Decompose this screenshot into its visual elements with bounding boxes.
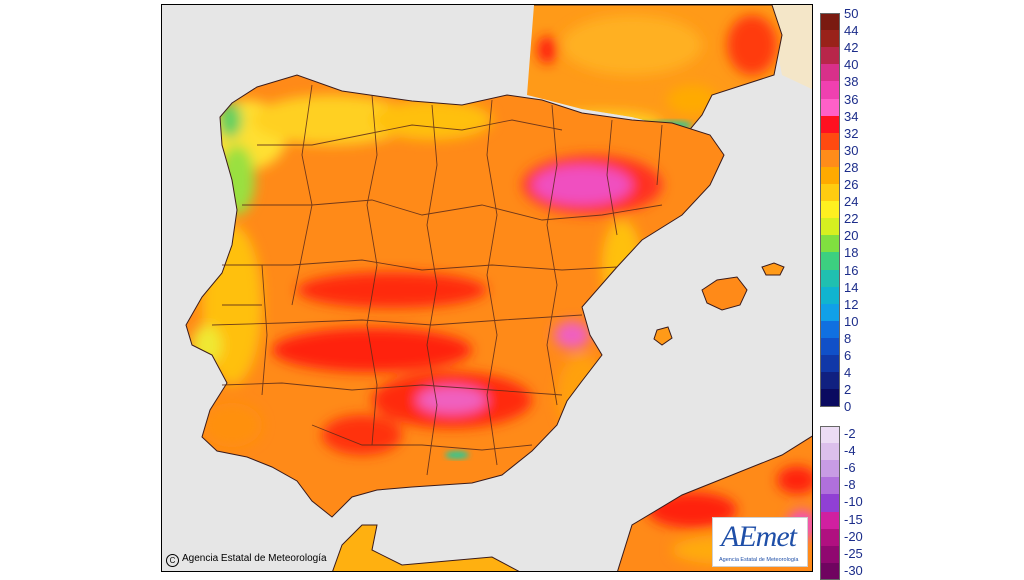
- legend-label: 16: [844, 262, 859, 278]
- legend-swatch: [820, 184, 840, 202]
- province-borders: [211, 84, 663, 476]
- legend-label-negative: -8: [844, 477, 856, 493]
- legend-swatch: [820, 30, 840, 48]
- legend-swatch-negative: [820, 477, 840, 495]
- legend-swatch-negative: [820, 562, 840, 580]
- legend-swatch: [820, 252, 840, 270]
- copyright-text: Agencia Estatal de Meteorología: [182, 553, 327, 564]
- legend-label-negative: -20: [844, 528, 863, 544]
- legend-label: 10: [844, 313, 859, 329]
- legend-swatch: [820, 320, 840, 339]
- legend-label: 26: [844, 177, 859, 192]
- legend-label: 30: [844, 142, 859, 158]
- legend-label-negative: -15: [844, 511, 863, 527]
- legend-swatch-negative: [820, 426, 840, 444]
- africa-coastline: [617, 435, 812, 571]
- legend-swatch: [820, 81, 840, 99]
- legend-swatch: [820, 355, 840, 373]
- aemet-logo: AEmet Agencia Estatal de Meteorología: [712, 517, 808, 567]
- legend-label-negative: -10: [844, 494, 863, 510]
- legend-label: 38: [844, 74, 859, 90]
- legend-label-zero: 0: [844, 399, 852, 415]
- legend-swatch: [820, 13, 840, 31]
- legend-label: 32: [844, 125, 859, 141]
- no-data-area: [772, 5, 812, 90]
- legend-label: 44: [844, 23, 859, 39]
- legend-swatch-negative: [820, 443, 840, 461]
- legend-label: 28: [844, 159, 859, 175]
- legend-label: 8: [844, 330, 852, 346]
- legend-swatch-negative: [820, 528, 840, 547]
- legend-swatch: [820, 166, 840, 185]
- legend-swatch: [820, 149, 840, 168]
- copyright-icon: C: [166, 554, 179, 567]
- legend-swatch-negative: [820, 545, 840, 564]
- legend-swatch: [820, 115, 840, 134]
- legend-swatch: [820, 201, 840, 219]
- temperature-legend: 50 44 42 40 38 36 34 32 30 28 26 24 22 20 18 16 14 12 10 8 6…: [818, 7, 866, 580]
- legend-swatch-negative: [820, 511, 840, 530]
- legend-swatch: [820, 64, 840, 82]
- map-canvas: [162, 5, 812, 571]
- legend-label: 50: [844, 6, 859, 21]
- legend-swatch-negative: [820, 460, 840, 478]
- legend-label: 4: [844, 365, 852, 381]
- legend-label-negative: -25: [844, 545, 863, 561]
- legend-label: 22: [844, 211, 859, 227]
- legend-swatch: [820, 269, 840, 288]
- legend-swatch: [820, 218, 840, 236]
- legend-swatch-negative: [820, 494, 840, 512]
- legend-label: 14: [844, 279, 859, 295]
- logo-wordmark: AEmet: [721, 520, 797, 553]
- legend-label-negative: -30: [844, 562, 863, 578]
- logo-subtext: Agencia Estatal de Meteorología: [719, 557, 799, 563]
- legend-swatch: [820, 235, 840, 253]
- legend-label-negative: -6: [844, 460, 856, 476]
- legend-swatch: [820, 372, 840, 390]
- temperature-map: C Agencia Estatal de Meteorología AEmet A…: [161, 4, 813, 572]
- legend-swatch: [820, 132, 840, 151]
- legend-swatch: [820, 98, 840, 117]
- legend-label: 12: [844, 296, 859, 312]
- france-coastline: [534, 5, 783, 134]
- legend-label: 24: [844, 194, 859, 210]
- legend-label-negative: -2: [844, 426, 856, 441]
- balearic-islands: [653, 262, 785, 346]
- legend-label: 20: [844, 228, 859, 244]
- morocco-tip: [332, 524, 520, 571]
- legend-swatch: [820, 286, 840, 305]
- legend-swatch: [820, 389, 840, 407]
- legend-label: 34: [844, 108, 859, 124]
- legend-label: 40: [844, 57, 859, 73]
- legend-label: 42: [844, 40, 859, 56]
- legend-label: 36: [844, 91, 859, 107]
- legend-swatch: [820, 47, 840, 65]
- legend-label-negative: -4: [844, 443, 856, 459]
- legend-label: 6: [844, 348, 852, 363]
- legend-label: 2: [844, 382, 852, 398]
- copyright-notice: C Agencia Estatal de Meteorología: [166, 553, 327, 567]
- legend-swatch: [820, 303, 840, 322]
- legend-swatch: [820, 337, 840, 356]
- legend-label: 18: [844, 245, 859, 261]
